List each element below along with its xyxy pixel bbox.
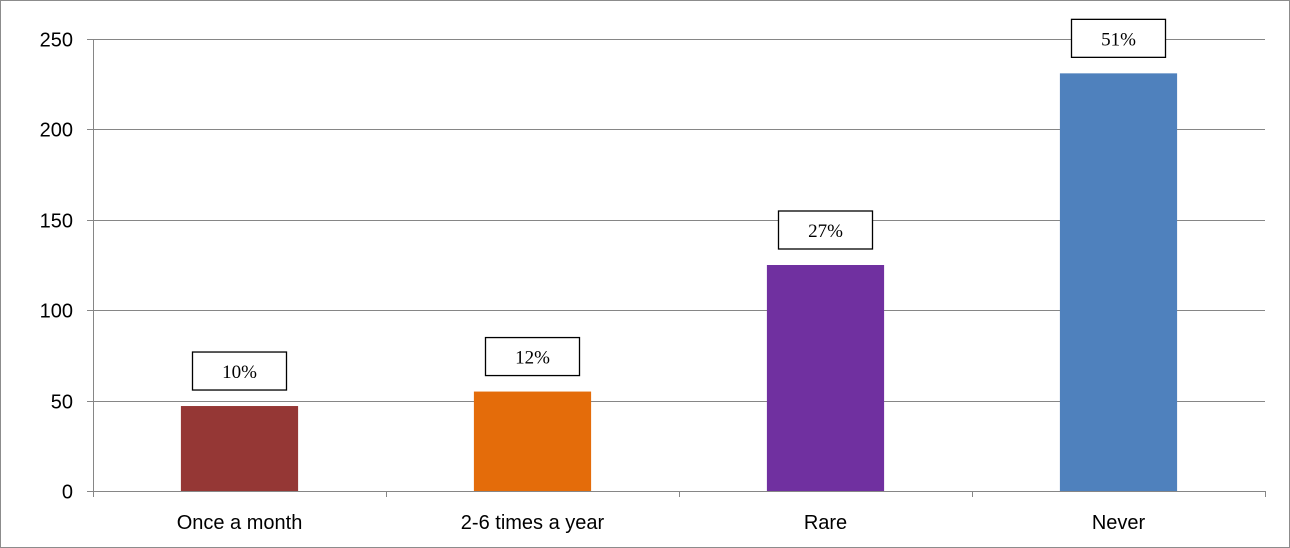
data-label: 51% bbox=[1101, 29, 1136, 50]
data-label: 10% bbox=[222, 362, 257, 383]
data-labels: 10% 12% 27% 51% bbox=[191, 18, 1167, 391]
y-tick-label: 200 bbox=[40, 120, 73, 142]
y-tick-label: 250 bbox=[40, 30, 73, 52]
y-tick-label: 100 bbox=[40, 301, 73, 323]
x-tick-label: Never bbox=[1092, 512, 1146, 534]
y-tick-label: 50 bbox=[51, 392, 73, 414]
x-tick-label: 2-6 times a year bbox=[461, 512, 605, 534]
y-tick-label: 0 bbox=[62, 482, 73, 504]
bars bbox=[180, 73, 1178, 492]
data-label-box bbox=[191, 351, 288, 391]
bar-rare bbox=[766, 265, 885, 491]
bar-2-6-times-a-year bbox=[473, 391, 592, 491]
x-tick-label: Rare bbox=[804, 512, 847, 534]
bar-once-a-month bbox=[180, 406, 299, 491]
axes: 0 50 100 150 200 250 Once a month 2-6 times a y… bbox=[40, 30, 1266, 534]
bar-never bbox=[1059, 73, 1178, 492]
data-label: 12% bbox=[515, 348, 550, 369]
x-tick-label: Once a month bbox=[177, 512, 303, 534]
data-label: 27% bbox=[808, 221, 843, 242]
data-label-box bbox=[1070, 18, 1167, 59]
y-tick-label: 150 bbox=[40, 211, 73, 233]
data-label-box bbox=[484, 336, 581, 377]
data-label-box bbox=[777, 210, 874, 250]
